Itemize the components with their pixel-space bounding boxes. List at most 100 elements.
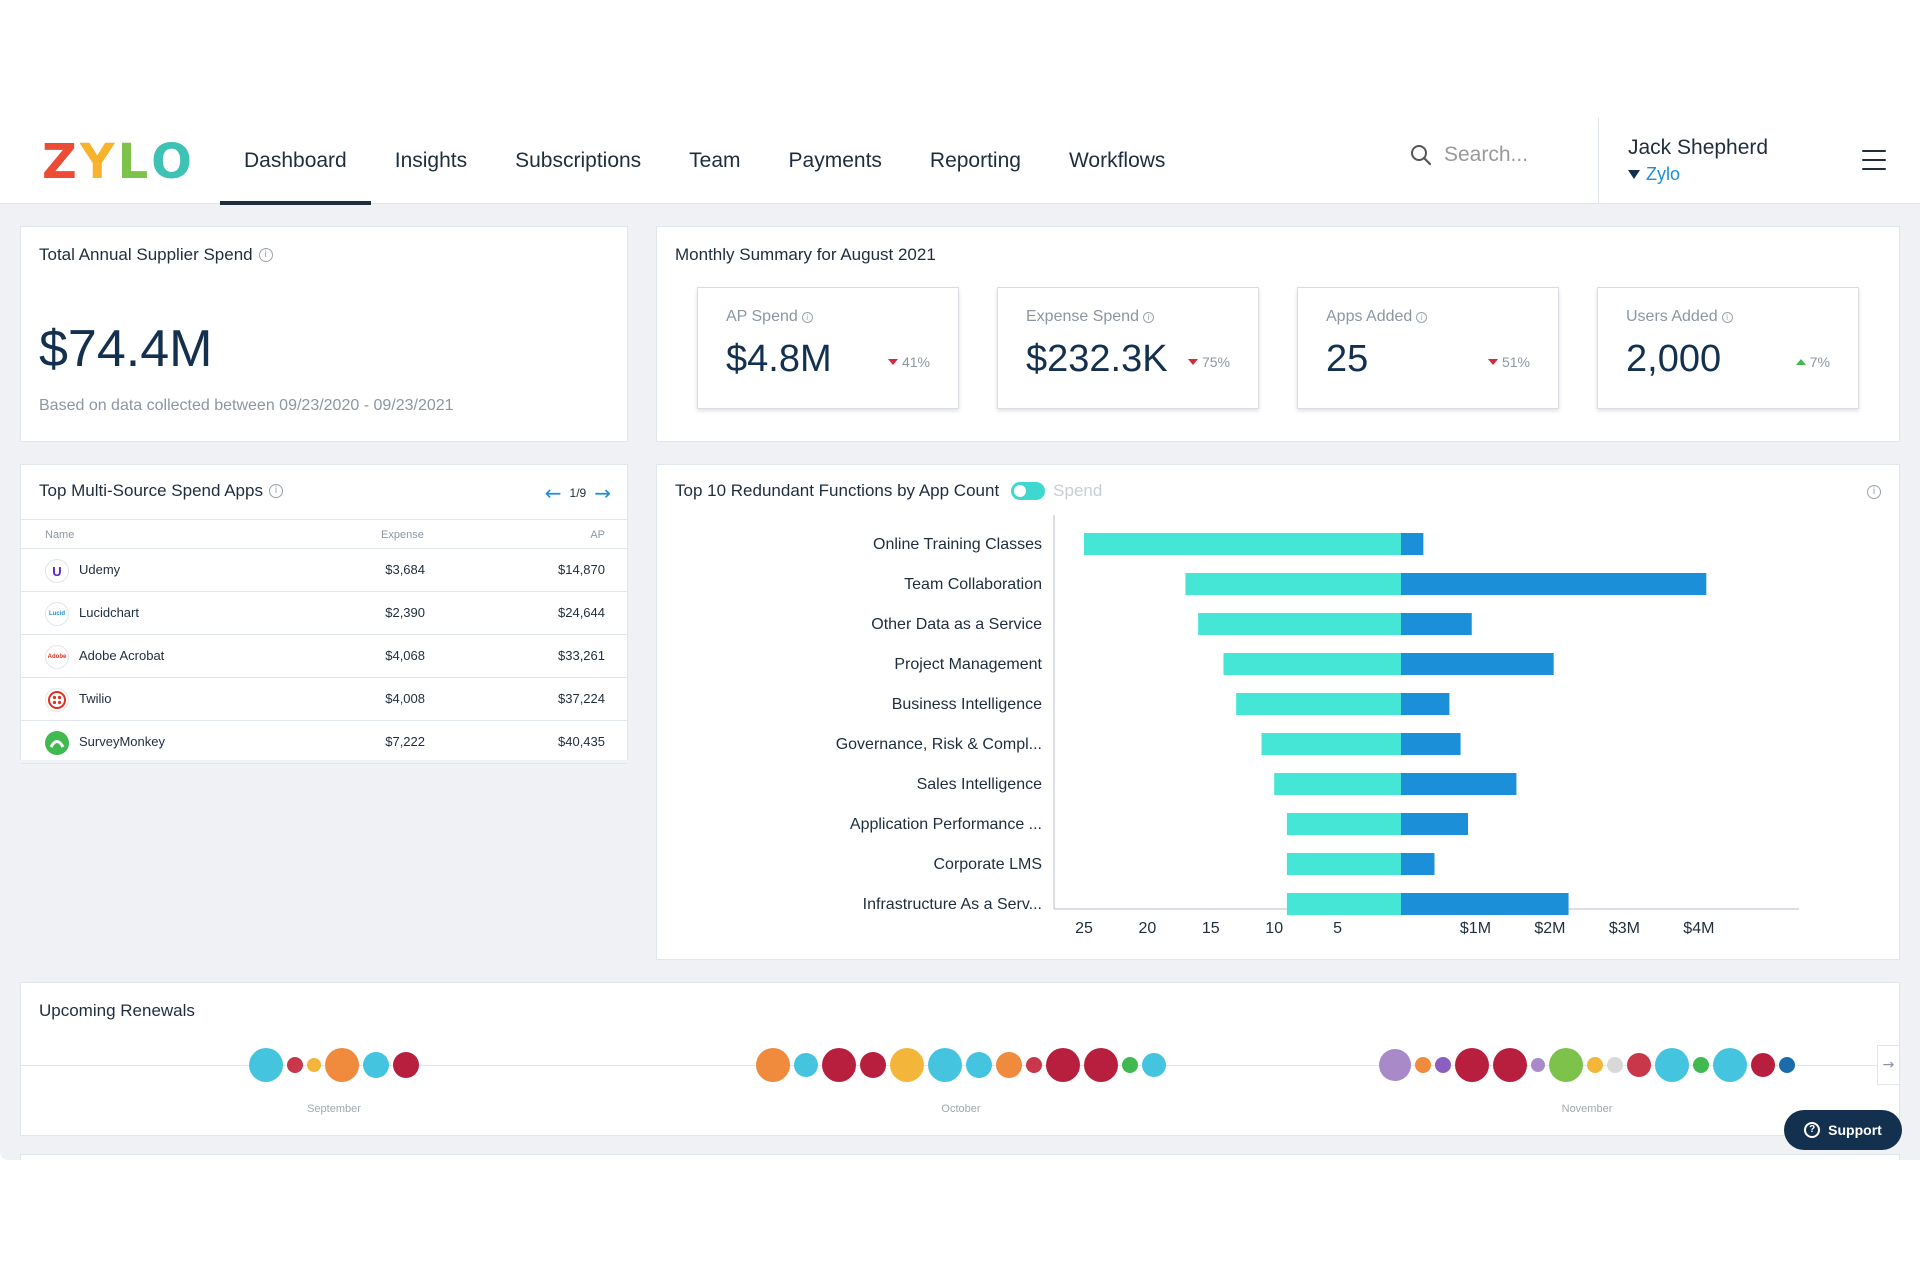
table-row[interactable]: SurveyMonkey $7,222 $40,435: [21, 721, 627, 764]
kpi-card-expense-spend[interactable]: Expense Spend i $232.3K 75%: [997, 287, 1259, 409]
search-box[interactable]: [1410, 143, 1584, 167]
col-name-header[interactable]: Name: [45, 529, 75, 541]
nav-tab-subscriptions[interactable]: Subscriptions: [515, 149, 642, 172]
info-icon[interactable]: i: [1142, 311, 1154, 323]
info-icon[interactable]: i: [268, 484, 283, 498]
org-switcher[interactable]: Zylo: [1628, 164, 1768, 185]
renewal-bubble[interactable]: [393, 1052, 419, 1078]
renewal-bubble[interactable]: [1751, 1053, 1775, 1077]
timeline-next-button[interactable]: →: [1877, 1045, 1899, 1085]
renewal-bubble[interactable]: [1627, 1053, 1651, 1077]
nav-tab-payments[interactable]: Payments: [788, 149, 882, 172]
renewal-bubble[interactable]: [1084, 1048, 1118, 1082]
bar-app-count[interactable]: [1286, 813, 1401, 835]
renewal-bubble[interactable]: [1026, 1057, 1042, 1073]
bar-spend[interactable]: [1401, 653, 1554, 675]
kpi-card-users-added[interactable]: Users Added i 2,000 7%: [1597, 287, 1859, 409]
info-icon[interactable]: i: [801, 311, 813, 323]
arrow-left-icon[interactable]: ←: [544, 481, 562, 505]
support-button[interactable]: ? Support: [1784, 1110, 1902, 1150]
bar-app-count[interactable]: [1198, 613, 1401, 635]
info-icon[interactable]: i: [1867, 485, 1881, 499]
renewal-bubble[interactable]: [1379, 1049, 1411, 1081]
renewal-bubble[interactable]: [363, 1052, 389, 1078]
search-input[interactable]: [1444, 143, 1584, 167]
bar-app-count[interactable]: [1286, 853, 1401, 875]
renewal-bubble[interactable]: [1142, 1053, 1166, 1077]
expense-value: $7,222: [385, 734, 425, 749]
renewal-bubble[interactable]: [860, 1052, 886, 1078]
nav-tab-reporting[interactable]: Reporting: [929, 149, 1021, 172]
kpi-card-apps-added[interactable]: Apps Added i 25 51%: [1297, 287, 1559, 409]
renewal-bubble[interactable]: [1493, 1048, 1527, 1082]
bar-app-count[interactable]: [1286, 893, 1401, 915]
nav-tab-dashboard[interactable]: Dashboard: [220, 118, 371, 205]
info-icon[interactable]: i: [258, 248, 273, 262]
bar-spend[interactable]: [1401, 893, 1569, 915]
arrow-right-icon[interactable]: →: [594, 481, 611, 505]
kpi-card-ap-spend[interactable]: AP Spend i $4.8M 41%: [697, 287, 959, 409]
renewal-bubble[interactable]: [1435, 1057, 1451, 1073]
table-row[interactable]: Twilio $4,008 $37,224: [21, 678, 627, 721]
renewal-bubble[interactable]: [1531, 1058, 1545, 1072]
renewal-bubble[interactable]: [996, 1052, 1022, 1078]
renewal-bubble[interactable]: [966, 1052, 992, 1078]
renewal-bubble[interactable]: [287, 1057, 303, 1073]
renewal-bubble[interactable]: [1693, 1057, 1709, 1073]
nav-tab-insights[interactable]: Insights: [394, 149, 468, 172]
bar-spend[interactable]: [1401, 733, 1461, 755]
info-icon[interactable]: i: [1721, 311, 1733, 323]
renewal-bubble[interactable]: [1415, 1057, 1431, 1073]
user-menu[interactable]: Jack Shepherd Zylo: [1628, 136, 1768, 185]
col-expense-header[interactable]: Expense: [381, 529, 424, 541]
renewal-bubble[interactable]: [1122, 1057, 1138, 1073]
col-ap-header[interactable]: AP: [590, 529, 605, 541]
table-row[interactable]: Lucid Lucidchart $2,390 $24,644: [21, 592, 627, 635]
renewal-bubble[interactable]: [1455, 1048, 1489, 1082]
bar-spend[interactable]: [1401, 773, 1517, 795]
bar-spend[interactable]: [1401, 853, 1435, 875]
bar-app-count[interactable]: [1223, 653, 1401, 675]
renewal-bubble[interactable]: [307, 1058, 321, 1072]
bar-spend[interactable]: [1401, 613, 1472, 635]
hamburger-menu-icon[interactable]: [1862, 150, 1886, 170]
renewal-bubble[interactable]: [1607, 1057, 1623, 1073]
renewal-bubble[interactable]: [1713, 1048, 1747, 1082]
bar-app-count[interactable]: [1084, 533, 1401, 555]
kpi-label-text: AP Spend: [726, 308, 798, 325]
table-row[interactable]: U Udemy $3,684 $14,870: [21, 549, 627, 592]
renewal-bubble[interactable]: [1655, 1048, 1689, 1082]
renewal-bubble[interactable]: [1046, 1048, 1080, 1082]
bar-app-count[interactable]: [1261, 733, 1401, 755]
renewal-bubble[interactable]: [1779, 1057, 1795, 1073]
app-name[interactable]: Twilio: [79, 691, 112, 706]
table-row[interactable]: Adobe Adobe Acrobat $4,068 $33,261: [21, 635, 627, 678]
app-count-spend-toggle[interactable]: [1011, 482, 1046, 500]
renewal-bubble[interactable]: [249, 1048, 283, 1082]
renewal-bubble[interactable]: [822, 1048, 856, 1082]
renewal-bubble[interactable]: [928, 1048, 962, 1082]
app-name[interactable]: SurveyMonkey: [79, 734, 165, 749]
app-name[interactable]: Udemy: [79, 562, 121, 577]
renewal-bubble[interactable]: [1587, 1057, 1603, 1073]
app-name[interactable]: Lucidchart: [79, 605, 139, 620]
renewal-bubble[interactable]: [890, 1048, 924, 1082]
bar-spend[interactable]: [1401, 573, 1707, 595]
bar-app-count[interactable]: [1185, 573, 1401, 595]
bar-app-count[interactable]: [1236, 693, 1401, 715]
spend-toggle-label[interactable]: Spend: [1053, 481, 1103, 500]
renewal-bubble[interactable]: [325, 1048, 359, 1082]
info-icon[interactable]: i: [1416, 311, 1428, 323]
bar-spend[interactable]: [1401, 693, 1450, 715]
renewal-bubble[interactable]: [794, 1053, 818, 1077]
app-name[interactable]: Adobe Acrobat: [79, 648, 165, 663]
bar-spend[interactable]: [1401, 813, 1469, 835]
renewal-bubble[interactable]: [1549, 1048, 1583, 1082]
nav-tab-team[interactable]: Team: [689, 149, 741, 172]
nav-tab-workflows[interactable]: Workflows: [1068, 149, 1166, 172]
bar-spend[interactable]: [1401, 533, 1424, 555]
bar-app-count[interactable]: [1274, 773, 1401, 795]
renewal-bubble[interactable]: [756, 1048, 790, 1082]
